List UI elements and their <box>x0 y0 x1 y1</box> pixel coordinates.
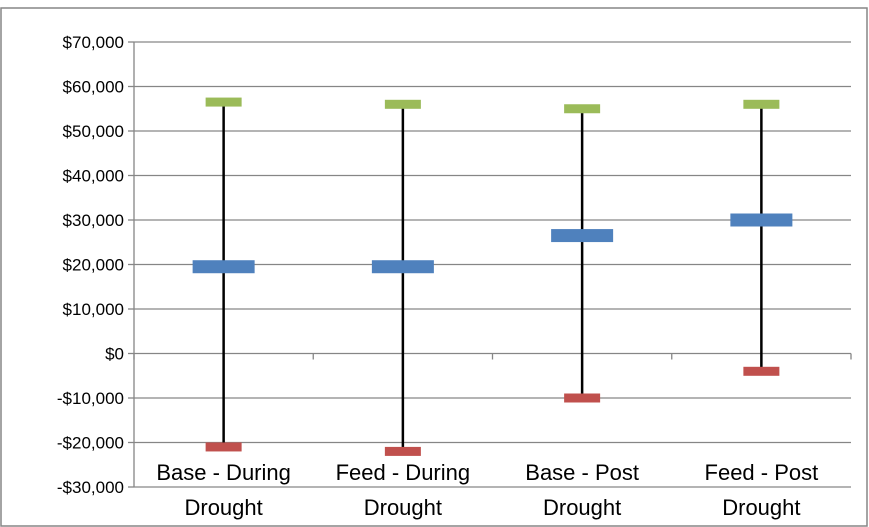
y-tick-label: $40,000 <box>63 167 124 186</box>
x-category-label-line1: Feed - Post <box>705 460 819 485</box>
markers <box>192 97 793 456</box>
x-category-label-line2: Drought <box>184 495 262 520</box>
y-tick-label: $20,000 <box>63 256 124 275</box>
y-tick-label: $60,000 <box>63 78 124 97</box>
y-tick-label: $50,000 <box>63 122 124 141</box>
axes <box>128 41 852 488</box>
low-marker <box>743 366 780 376</box>
low-marker <box>384 446 421 456</box>
mid-marker <box>551 229 614 243</box>
y-tick-label: -$30,000 <box>57 478 124 497</box>
chart-frame <box>0 7 868 527</box>
whiskers <box>222 102 763 452</box>
x-category-label-line1: Base - Post <box>525 460 639 485</box>
low-marker <box>205 442 242 452</box>
mid-marker <box>371 260 434 274</box>
y-tick-label: $10,000 <box>63 300 124 319</box>
x-category-label-line1: Feed - During <box>336 460 471 485</box>
mid-marker <box>730 213 793 227</box>
high-marker <box>384 99 421 109</box>
x-category-label-line2: Drought <box>543 495 621 520</box>
x-tick-labels: Base - During Drought Feed - During Drought… <box>156 460 818 520</box>
low-marker <box>564 393 601 403</box>
y-tick-label: $30,000 <box>63 211 124 230</box>
y-tick-label: -$20,000 <box>57 434 124 453</box>
y-tick-label: $70,000 <box>63 33 124 52</box>
y-tick-label: -$10,000 <box>57 389 124 408</box>
y-tick-label: $0 <box>105 345 124 364</box>
x-category-label-line2: Drought <box>364 495 442 520</box>
mid-marker <box>192 260 255 274</box>
high-marker <box>564 104 601 114</box>
high-marker <box>743 99 780 109</box>
x-category-label-line1: Base - During <box>156 460 291 485</box>
x-category-label-line2: Drought <box>722 495 800 520</box>
high-marker <box>205 97 242 107</box>
y-tick-labels: $70,000 $60,000 $50,000 $40,000 $30,000 $20,0… <box>57 33 124 497</box>
